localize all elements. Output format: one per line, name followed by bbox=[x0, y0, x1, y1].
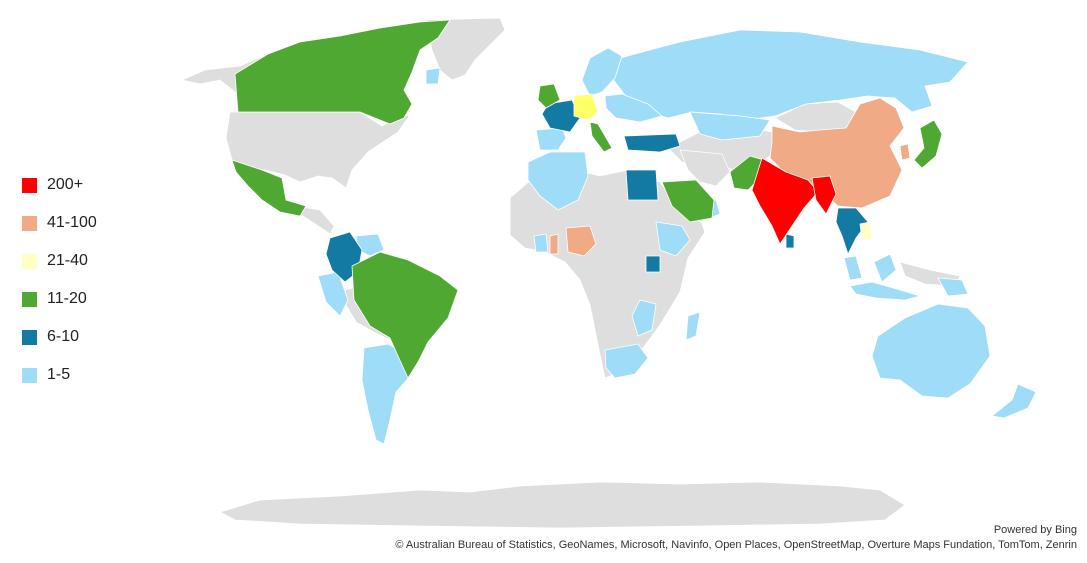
legend-item-41-100: 41-100 bbox=[22, 204, 97, 242]
legend-label: 200+ bbox=[47, 176, 84, 193]
region-myanmar-bangladesh bbox=[811, 175, 837, 215]
region-iberia bbox=[535, 127, 567, 151]
region-philippines bbox=[873, 253, 897, 283]
category-21-40-layer bbox=[573, 93, 873, 241]
legend-swatch bbox=[22, 177, 37, 193]
region-russia bbox=[611, 29, 969, 121]
legend-label: 11-20 bbox=[47, 290, 87, 307]
region-saudi-arabia bbox=[661, 179, 715, 223]
region-png bbox=[937, 277, 969, 297]
region-germany bbox=[573, 93, 599, 121]
region-sri-lanka bbox=[785, 233, 795, 249]
region-greenland bbox=[424, 17, 506, 81]
region-japan bbox=[913, 119, 943, 169]
legend-item-11-20: 11-20 bbox=[22, 280, 97, 318]
legend-label: 1-5 bbox=[47, 366, 71, 383]
region-india bbox=[751, 157, 819, 245]
legend-item-6-10: 6-10 bbox=[22, 318, 97, 356]
region-mexico bbox=[231, 159, 307, 217]
region-hawaii-canada-north bbox=[425, 67, 441, 85]
region-south-africa bbox=[604, 343, 649, 379]
region-france bbox=[541, 99, 581, 133]
legend-label: 21-40 bbox=[47, 252, 88, 269]
region-turkey bbox=[623, 133, 681, 153]
map-attribution: Powered by Bing © Australian Bureau of S… bbox=[395, 523, 1077, 553]
powered-by-text: Powered by Bing bbox=[993, 524, 1077, 536]
region-madagascar bbox=[685, 311, 701, 341]
region-mozambique bbox=[631, 299, 657, 337]
region-iran bbox=[679, 149, 731, 187]
region-uk bbox=[537, 83, 561, 109]
region-thailand-vietnam bbox=[835, 207, 869, 255]
legend-swatch bbox=[22, 253, 37, 269]
region-canada bbox=[234, 19, 451, 125]
region-taiwan-vietnam-south bbox=[859, 221, 873, 241]
region-eastern-europe bbox=[604, 93, 663, 123]
region-italy bbox=[589, 121, 613, 153]
region-new-zealand bbox=[991, 383, 1037, 419]
region-nigeria bbox=[565, 225, 597, 257]
region-ghana bbox=[549, 233, 559, 255]
region-malaysia bbox=[843, 255, 863, 281]
region-antarctica bbox=[219, 481, 906, 529]
region-kazakhstan bbox=[689, 111, 771, 141]
region-brazil bbox=[351, 251, 459, 379]
credits-text: © Australian Bureau of Statistics, GeoNa… bbox=[395, 539, 1077, 551]
legend-swatch bbox=[22, 291, 37, 307]
legend-item-21-40: 21-40 bbox=[22, 242, 97, 280]
region-ethiopia bbox=[655, 221, 691, 257]
legend-swatch bbox=[22, 215, 37, 231]
legend-swatch bbox=[22, 367, 37, 383]
legend-item-200-plus: 200+ bbox=[22, 166, 97, 204]
category-200-plus-layer bbox=[751, 157, 837, 245]
region-uganda-kenya bbox=[645, 255, 661, 273]
region-scandinavia bbox=[581, 47, 623, 97]
region-ivory-coast bbox=[533, 233, 549, 253]
category-1-5-layer bbox=[317, 29, 1037, 445]
legend-label: 41-100 bbox=[47, 214, 97, 231]
legend-swatch bbox=[22, 329, 37, 345]
region-australia bbox=[871, 303, 991, 399]
region-indonesia bbox=[849, 281, 921, 301]
region-north-africa bbox=[527, 151, 589, 211]
legend-item-1-5: 1-5 bbox=[22, 356, 97, 394]
region-egypt bbox=[625, 169, 659, 201]
legend-label: 6-10 bbox=[47, 328, 80, 345]
legend: 200+ 41-100 21-40 11-20 6-10 1-5 bbox=[22, 166, 97, 394]
region-korea bbox=[899, 143, 911, 161]
